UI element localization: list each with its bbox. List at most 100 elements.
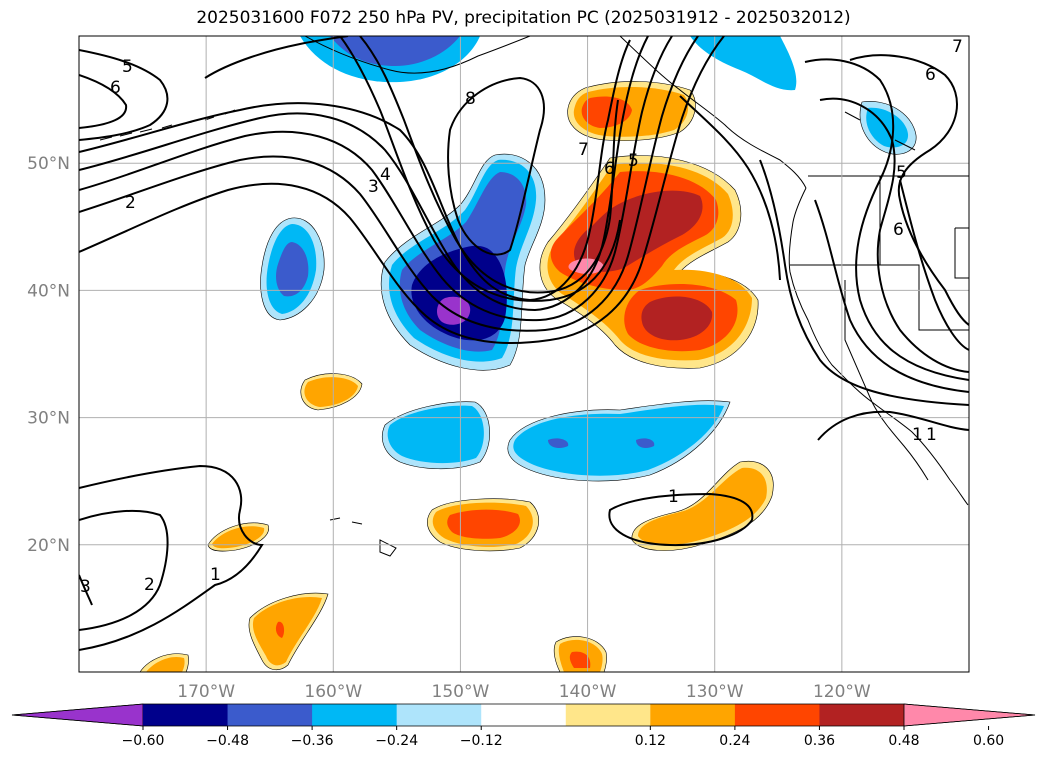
contour-east-5	[679, 95, 781, 281]
colorbar-segment	[227, 704, 313, 726]
lat-tick-label: 40°N	[27, 281, 70, 301]
contour-label: 1	[926, 425, 937, 445]
neg-region-ne	[690, 36, 797, 91]
colorbar-segment	[819, 704, 905, 726]
colorbar-tick-label: −0.36	[291, 733, 334, 749]
contour-label: 1	[210, 565, 221, 585]
pos-region-main-3	[573, 190, 703, 272]
us-west-coast	[788, 187, 969, 506]
pos-region-se-1	[638, 467, 767, 545]
colorbar: −0.60 −0.48 −0.36 −0.24 −0.12 0.12 0.24 0.36 0.4…	[11, 703, 1036, 749]
contour-label: 1	[668, 487, 679, 507]
contour-8-loop	[447, 76, 545, 256]
contour-1-loop	[608, 492, 754, 547]
contour-label: 3	[80, 577, 91, 597]
contour-east-4	[759, 159, 969, 406]
lat-axis: 20°N 30°N 40°N 50°N	[27, 154, 70, 556]
colorbar-segment	[143, 704, 229, 726]
pos-region-sw-dot	[275, 621, 285, 638]
neg-region-sub-east-dot2	[636, 438, 655, 448]
contour-label: 6	[925, 65, 936, 85]
contour-nw-1	[79, 49, 169, 141]
plot-border	[78, 35, 970, 673]
colorbar-segment	[565, 704, 651, 726]
plot-area	[79, 36, 969, 672]
contour-label: 1	[912, 425, 923, 445]
contour-sw-2	[79, 509, 169, 631]
neg-region-sub-east-dot1	[548, 438, 569, 448]
contour-east-6	[814, 199, 969, 393]
shaded-anomalies	[139, 36, 917, 672]
colorbar-tick-label: 0.48	[888, 733, 919, 749]
colorbar-extend-high	[903, 703, 1036, 727]
contour-sw-1	[79, 464, 264, 651]
pos-region-mid-2	[447, 509, 520, 539]
lon-tick-label: 140°W	[559, 682, 617, 702]
colorbar-segment	[396, 704, 482, 726]
colorbar-tick-label: 0.60	[973, 733, 1004, 749]
contour-label: 8	[465, 89, 476, 109]
colorbar-tick-label: −0.12	[460, 733, 503, 749]
lon-tick-label: 160°W	[304, 682, 362, 702]
lon-tick-label: 120°W	[813, 682, 871, 702]
map-content: 5 6 8 3 4 2 7 6 5 7 6 5 6 1 1 1 2 3 1	[79, 36, 969, 672]
contour-label: 6	[893, 220, 904, 240]
alaska-coast	[304, 36, 531, 74]
hawaii-islands	[329, 517, 397, 557]
contour-jet-1	[79, 39, 631, 302]
pos-region-sw-core	[252, 596, 322, 666]
colorbar-tick-label: 0.36	[804, 733, 835, 749]
colorbar-segment	[481, 704, 567, 726]
contour-label: 7	[578, 140, 589, 160]
state-border-4	[844, 280, 873, 403]
contour-sw-3	[79, 574, 93, 606]
contour-east-1	[804, 58, 969, 381]
figure-title: 2025031600 F072 250 hPa PV, precipitatio…	[196, 8, 851, 28]
contour-east-7	[899, 179, 969, 351]
lon-tick-label: 130°W	[686, 682, 744, 702]
lon-tick-label: 170°W	[177, 682, 235, 702]
state-border-3	[954, 227, 969, 279]
contour-nw-top	[204, 36, 349, 79]
state-border-1	[790, 264, 969, 331]
colorbar-segment	[734, 704, 820, 726]
contour-label: 5	[896, 163, 907, 183]
pos-region-s-mid-dot	[569, 651, 591, 668]
neg-region-sub-east	[513, 404, 724, 476]
contour-se-bend	[817, 410, 969, 441]
pos-region-w-small-core	[304, 377, 358, 407]
contour-label: 5	[122, 57, 133, 77]
contour-label: 2	[144, 575, 155, 595]
colorbar-tick-label: −0.60	[122, 733, 165, 749]
contour-jet-3	[79, 36, 673, 322]
north-ne-island	[844, 111, 916, 151]
lon-axis: 170°W 160°W 150°W 140°W 130°W 120°W	[177, 682, 871, 702]
colorbar-tick-label: 0.24	[719, 733, 750, 749]
neg-region-sub-west	[387, 405, 484, 464]
lat-tick-label: 30°N	[27, 409, 70, 429]
lat-tick-label: 20°N	[27, 536, 70, 556]
neg-region-north-core	[330, 36, 460, 66]
contour-label: 5	[628, 151, 639, 171]
contour-label: 4	[380, 165, 391, 185]
lon-tick-label: 150°W	[432, 682, 490, 702]
colorbar-tick-label: −0.24	[375, 733, 418, 749]
pv-contours	[79, 36, 969, 651]
contour-jet-6	[359, 36, 619, 294]
pos-region-main-3b	[641, 296, 713, 341]
lat-tick-label: 50°N	[27, 154, 70, 174]
contour-label: 3	[368, 177, 379, 197]
contour-label: 7	[952, 37, 963, 57]
contour-east-3	[849, 54, 969, 326]
colorbar-segment	[650, 704, 736, 726]
contour-east-2	[819, 97, 969, 373]
contour-jet-7	[339, 36, 621, 302]
pos-region-s-left-core	[146, 656, 185, 672]
colorbar-segment	[312, 704, 398, 726]
contour-jet-2	[79, 36, 649, 312]
neg-region-west-2	[276, 242, 309, 297]
pos-region-hawaii-w-core	[212, 526, 265, 549]
contour-label: 2	[125, 193, 136, 213]
bc-alaska-panhandle	[619, 36, 807, 189]
